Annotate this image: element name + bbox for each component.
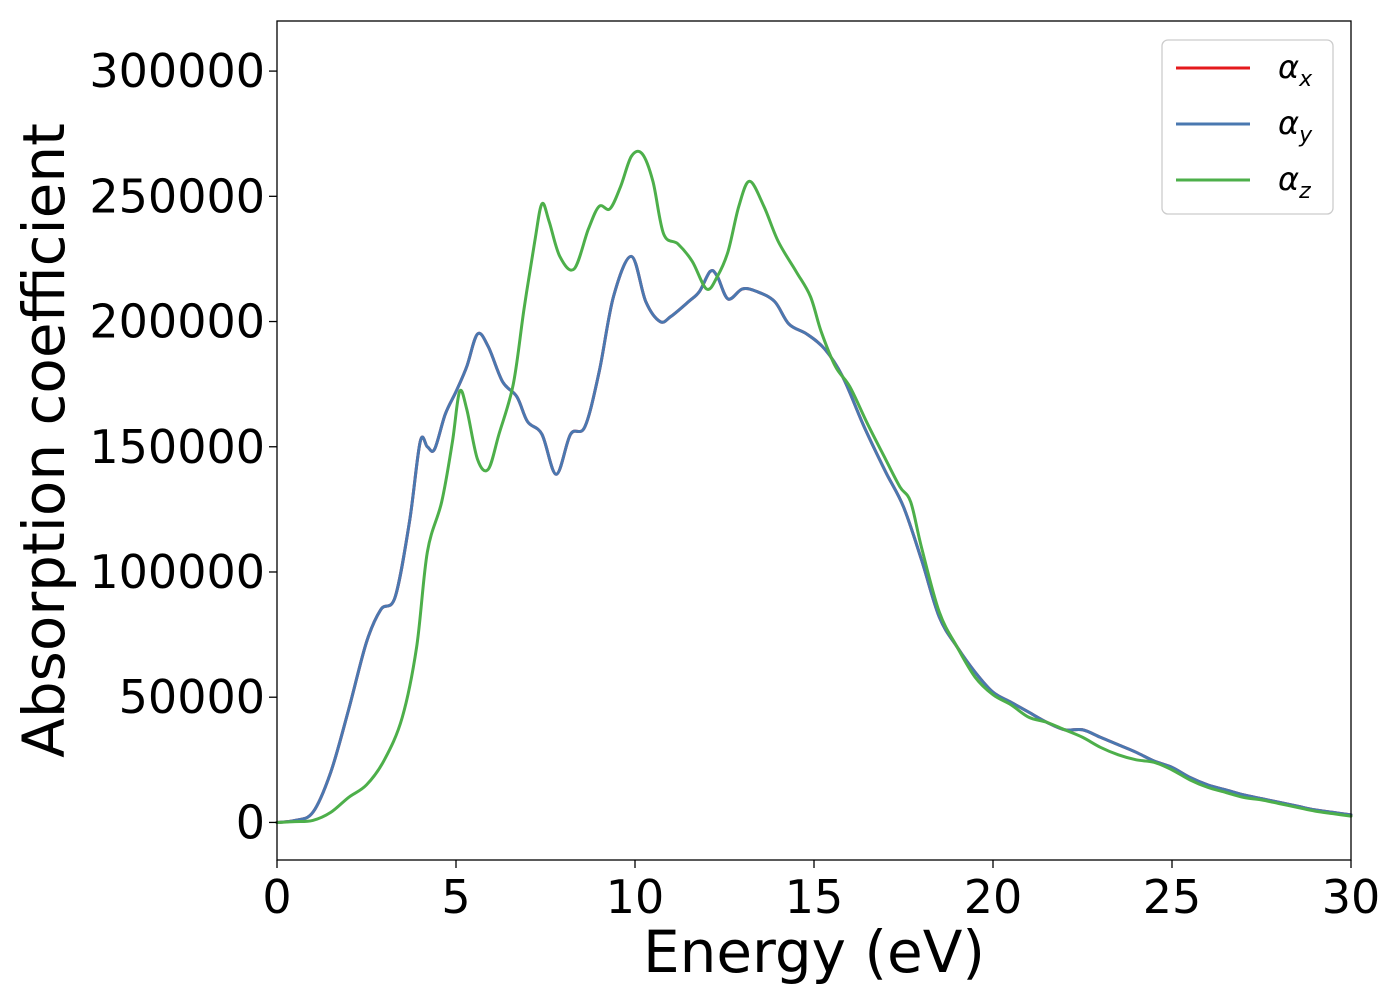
x-tick-label: 25 [1143,870,1202,924]
x-axis-ticks: 0 5 10 15 20 25 30 [262,860,1380,924]
x-axis-label: Energy (eV) [643,918,985,986]
x-tick-label: 15 [785,870,844,924]
y-tick-label: 50000 [119,670,265,724]
y-tick-label: 300000 [89,44,265,98]
legend-subscript: x [1298,67,1313,92]
y-tick-label: 250000 [89,169,265,223]
y-tick-label: 0 [236,795,265,849]
x-tick-label: 10 [606,870,665,924]
y-tick-label: 200000 [89,295,265,349]
series-line-alpha-z [275,149,1353,824]
x-tick-label: 5 [441,870,470,924]
y-tick-label: 150000 [89,420,265,474]
y-tick-label: 100000 [89,545,265,599]
series-lines [275,149,1353,824]
y-axis-ticks: 0 50000 100000 150000 200000 250000 300000 [89,44,277,849]
y-axis-label: Absorption coefficient [10,123,78,758]
x-tick-label: 0 [262,870,291,924]
series-line-alpha-x [275,254,1353,824]
legend-subscript: y [1298,123,1313,148]
legend-subscript: z [1298,179,1311,204]
x-tick-label: 20 [964,870,1023,924]
series-line-alpha-y [275,254,1353,824]
legend-box [1161,39,1334,215]
x-tick-label: 30 [1322,870,1381,924]
